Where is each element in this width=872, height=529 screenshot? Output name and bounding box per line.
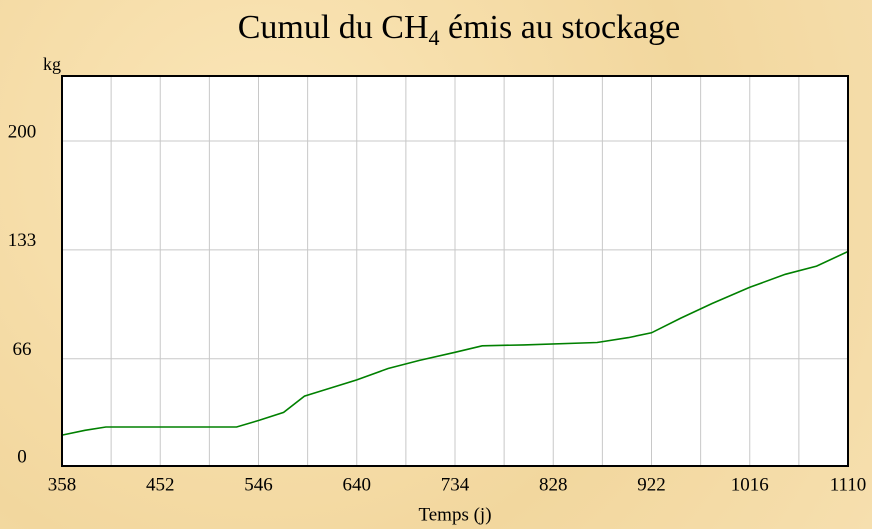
x-tick-label: 734: [441, 474, 470, 495]
x-tick-label: 358: [48, 474, 77, 495]
title-subscript: 4: [429, 25, 440, 50]
y-axis-label: kg: [43, 54, 61, 74]
title-text: émis au stockage: [440, 9, 681, 46]
x-tick-label: 1016: [731, 474, 769, 495]
y-tick-label: 66: [13, 339, 32, 360]
x-tick-label: 1110: [830, 474, 867, 495]
y-tick-label: 0: [17, 446, 27, 467]
plot-border: [61, 75, 849, 467]
data-line: [61, 250, 849, 436]
x-tick-label: 640: [343, 474, 372, 495]
x-tick-label: 922: [637, 474, 666, 495]
x-tick-label: 828: [539, 474, 568, 495]
chart-title: Cumul du CH4 émis au stockage: [238, 9, 681, 50]
y-tick-label: 133: [8, 230, 37, 251]
y-tick-label: 200: [8, 121, 37, 142]
title-text: Cumul du CH: [238, 9, 429, 46]
x-tick-label: 546: [244, 474, 273, 495]
x-axis-label: Temps (j): [418, 504, 491, 525]
x-tick-label: 452: [146, 474, 175, 495]
